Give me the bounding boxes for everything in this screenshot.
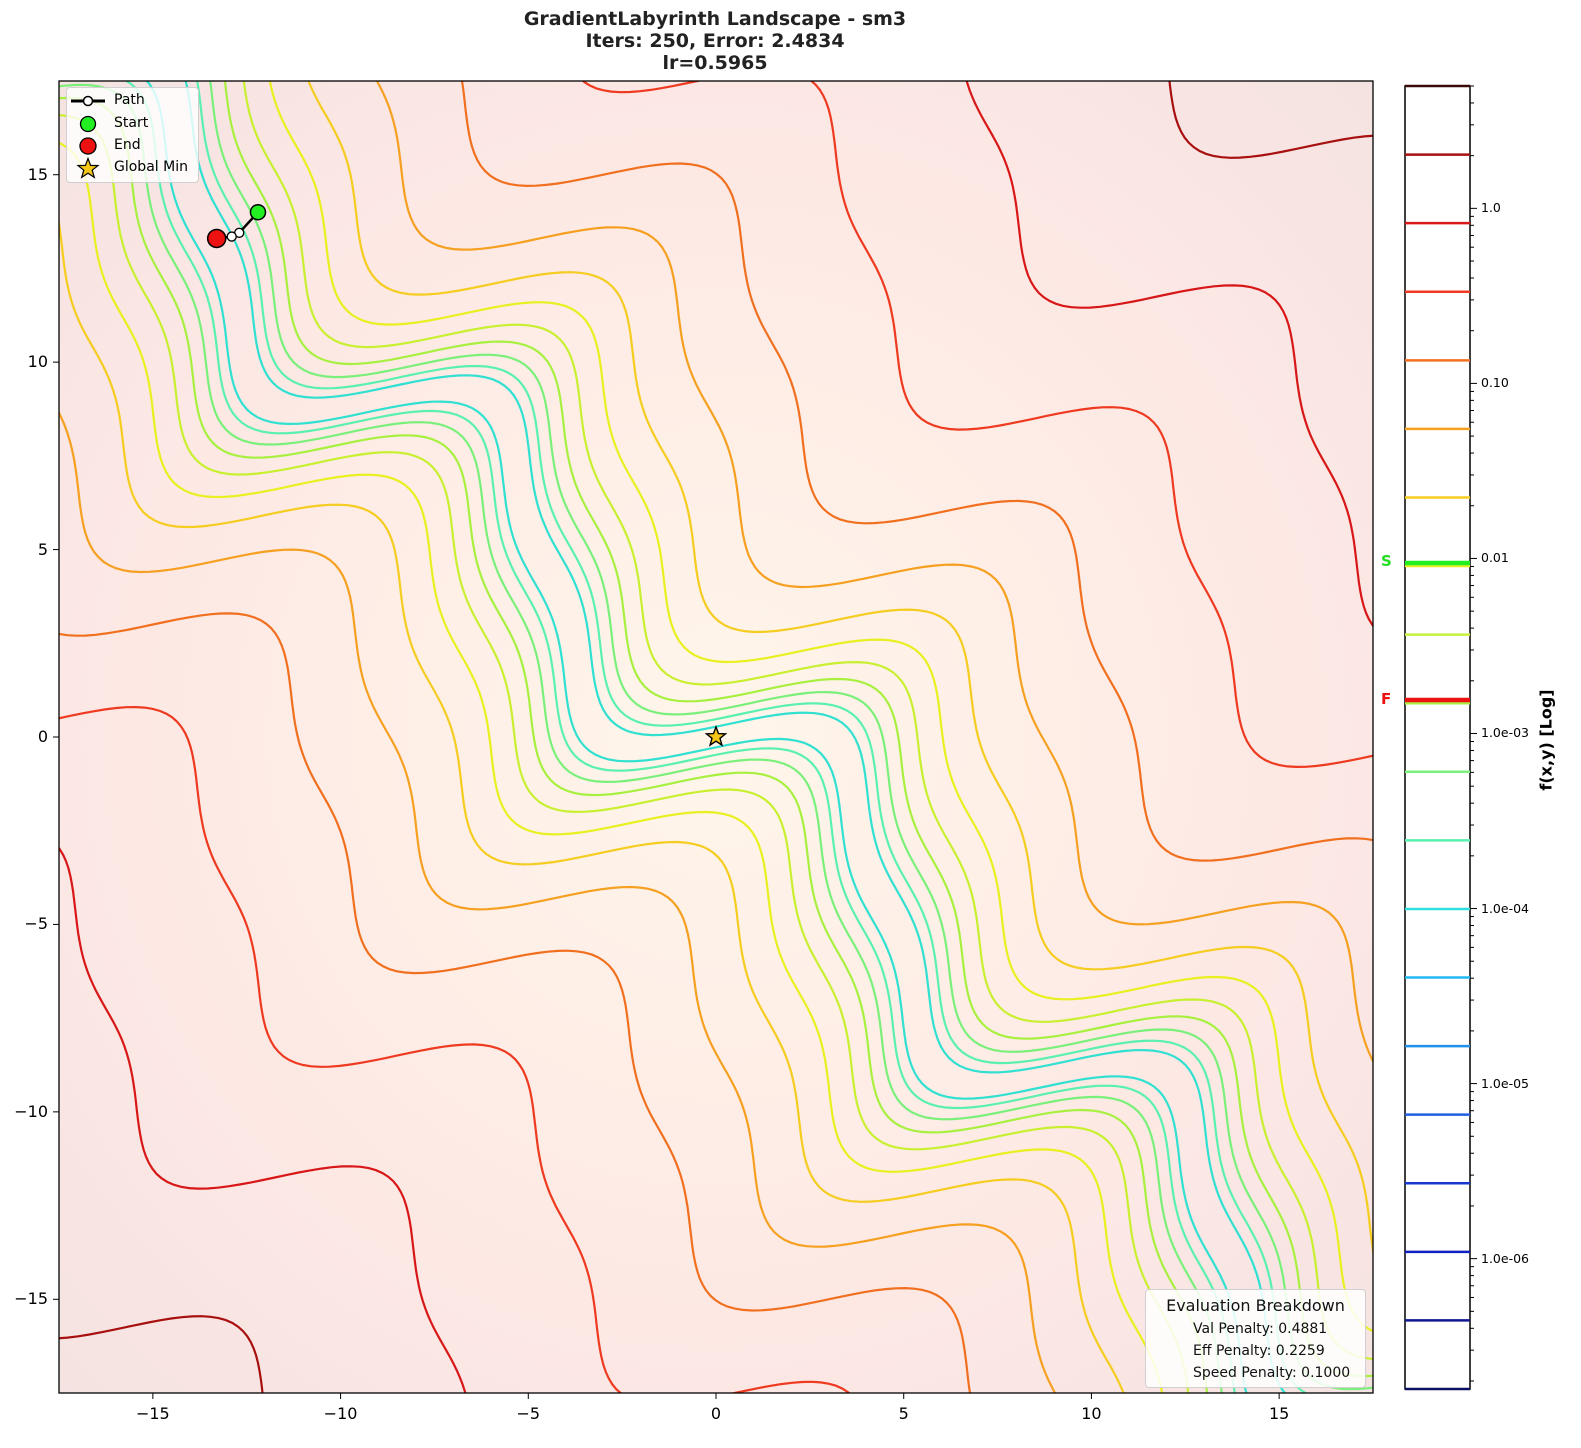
- contour-line: [196, 81, 1308, 1393]
- evaluation-breakdown-box: Evaluation Breakdown Val Penalty: 0.4881…: [1145, 1289, 1366, 1388]
- star-icon: [76, 157, 100, 179]
- path-point: [226, 231, 237, 242]
- x-tick-label: 15: [1268, 1404, 1290, 1423]
- y-tick-label: −10: [14, 1101, 48, 1121]
- contour-line: [965, 81, 1373, 628]
- contour-line: [581, 81, 1373, 769]
- contour-line: [59, 83, 1223, 1393]
- red-circle-icon: [79, 137, 97, 155]
- colorbar-start-marker: S: [1381, 552, 1392, 570]
- legend-label: Start: [114, 115, 149, 131]
- colorbar-label: f(x,y) [Log]: [1536, 689, 1556, 791]
- legend-item-path: Path: [67, 90, 198, 112]
- colorbar-tick-label: 1.0e-05: [1481, 1075, 1529, 1091]
- colorbar-tick-label: 0.10: [1481, 375, 1509, 391]
- title-line-2: Iters: 250, Error: 2.4834: [585, 30, 845, 52]
- y-tick-label: 10: [27, 352, 48, 372]
- green-circle-icon: [79, 115, 97, 133]
- colorbar-tick-label: 1.0e-03: [1481, 725, 1529, 741]
- contour-line: [59, 410, 1057, 1393]
- contour-line: [242, 81, 1373, 1360]
- x-tick-label: 5: [898, 1404, 909, 1423]
- end-marker: [206, 228, 227, 249]
- evaluation-heading: Evaluation Breakdown: [1166, 1296, 1345, 1315]
- x-tick-label: −10: [323, 1404, 358, 1423]
- contour-line: [223, 81, 1373, 1378]
- speed-penalty: Speed Penalty: 0.1000: [1193, 1365, 1351, 1381]
- contour-line: [145, 81, 1248, 1393]
- contour-line: [375, 81, 1373, 1064]
- y-tick-label: 15: [27, 164, 48, 184]
- legend-item-end: End: [67, 135, 198, 157]
- contour-line: [59, 217, 1125, 1393]
- legend-label: End: [114, 137, 141, 153]
- title-line-3: lr=0.5965: [662, 52, 768, 74]
- contour-line: [1168, 81, 1373, 159]
- title-line-1: GradientLabyrinth Landscape - sm3: [523, 8, 907, 30]
- y-tick-label: 0: [37, 727, 48, 746]
- colorbar-tick-label: 1.0e-06: [1481, 1250, 1529, 1266]
- start-marker: [249, 203, 267, 221]
- colorbar-frame: [1404, 85, 1471, 1390]
- eff-penalty: Eff Penalty: 0.2259: [1193, 1343, 1325, 1359]
- contour-line: [59, 612, 972, 1393]
- x-tick-label: −15: [135, 1404, 170, 1423]
- colorbar-tick-label: 1.0: [1481, 200, 1501, 216]
- contour-line: [59, 705, 851, 1393]
- contour-line: [59, 141, 1164, 1393]
- val-penalty: Val Penalty: 0.4881: [1193, 1321, 1328, 1337]
- colorbar-final-marker: F: [1381, 690, 1392, 708]
- y-tick-label: −15: [14, 1289, 48, 1309]
- contour-line: [59, 1315, 264, 1393]
- contour-line: [124, 81, 1236, 1393]
- contour-line: [59, 96, 1209, 1393]
- y-tick-label: −5: [24, 914, 48, 934]
- legend: Path Start End Global Min: [66, 87, 199, 183]
- legend-label: Path: [114, 92, 145, 108]
- legend-item-start: Start: [67, 113, 198, 135]
- y-tick-label: 5: [37, 539, 48, 559]
- legend-label: Global Min: [114, 159, 188, 175]
- contour-line: [268, 81, 1373, 1333]
- chart-title: GradientLabyrinth Landscape - sm3 Iters:…: [0, 8, 1430, 74]
- x-tick-label: −5: [516, 1404, 541, 1423]
- x-tick-label: 0: [710, 1404, 722, 1423]
- x-tick-label: 10: [1081, 1404, 1102, 1423]
- contour-line: [209, 81, 1373, 1391]
- contour-line: [59, 846, 467, 1393]
- contour-line: [460, 81, 1373, 862]
- legend-item-global-min: Global Min: [67, 157, 198, 179]
- contour-line: [184, 81, 1287, 1393]
- path-line-icon: [71, 95, 105, 107]
- contour-line: [307, 81, 1373, 1257]
- colorbar-tick-label: 0.01: [1481, 550, 1509, 566]
- colorbar-tick-label: 1.0e-04: [1481, 900, 1529, 916]
- global-min-star: [704, 725, 728, 747]
